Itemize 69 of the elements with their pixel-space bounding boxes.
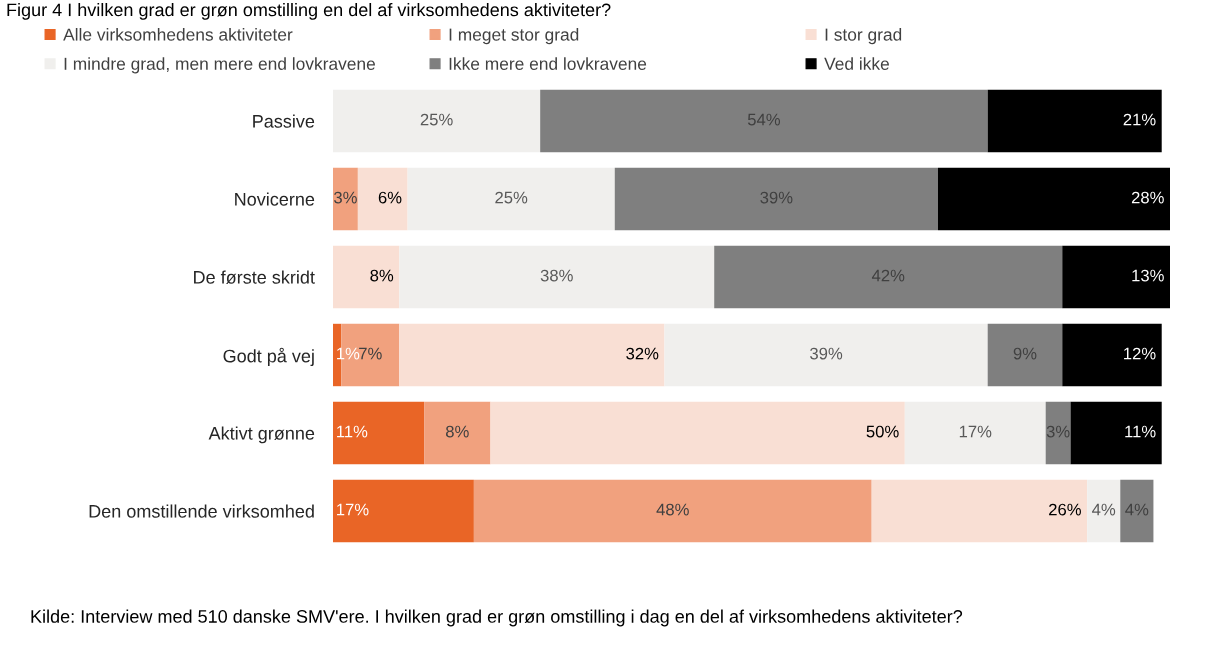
data-label: 7%: [359, 347, 382, 360]
data-label: 25%: [420, 113, 453, 126]
bar: [1120, 479, 1154, 543]
bar: [333, 89, 541, 153]
bar: [399, 245, 715, 309]
bar: [333, 167, 358, 231]
data-label: 6%: [378, 191, 402, 204]
bar: [407, 167, 615, 231]
bar: [540, 89, 988, 153]
bar: [904, 401, 1046, 465]
data-label: 13%: [1132, 269, 1164, 282]
data-label: 11%: [1125, 425, 1156, 438]
bar: [1062, 245, 1170, 309]
bar: [614, 167, 938, 231]
bar: [1087, 479, 1121, 543]
data-label: 32%: [626, 347, 659, 360]
data-label: 25%: [495, 191, 528, 204]
y-tick-label: Novicerne: [235, 192, 315, 206]
data-label: 54%: [747, 113, 781, 126]
data-label: 12%: [1124, 347, 1156, 360]
bar: [1045, 401, 1071, 465]
legend-label: Alle virksomhedens aktiviteter: [63, 28, 293, 41]
y-tick-label: Passive: [253, 114, 315, 128]
bar: [333, 401, 425, 465]
data-label: 28%: [1131, 191, 1164, 204]
bar: [987, 89, 1162, 153]
bar: [357, 167, 408, 231]
bar: [987, 323, 1063, 387]
data-label: 38%: [540, 269, 573, 282]
y-tick-label: Godt på vej: [223, 347, 314, 367]
data-label: 50%: [866, 425, 899, 438]
legend-label: I stor grad: [825, 28, 902, 45]
data-label: 4%: [1092, 503, 1116, 516]
bar: [714, 245, 1063, 309]
bar: [1070, 401, 1162, 465]
bar: [399, 323, 665, 387]
bar: [664, 323, 988, 387]
legend-label: I meget stor grad: [449, 28, 579, 45]
chart-title: Figur 4 I hvilken grad er grøn omstilling en del af virksomhedens aktiviteter?: [7, 3, 611, 20]
data-label: 4%: [1125, 503, 1149, 516]
bar: [473, 479, 872, 543]
bar: [937, 167, 1170, 231]
data-label: 39%: [760, 191, 793, 204]
data-label: 8%: [370, 269, 394, 282]
data-label: 11%: [337, 425, 368, 438]
data-label: 3%: [1046, 425, 1070, 438]
data-label: 9%: [1013, 347, 1037, 360]
data-label: 8%: [445, 425, 469, 438]
data-label: 3%: [334, 191, 357, 204]
bar: [871, 479, 1088, 543]
data-label: 21%: [1123, 113, 1156, 126]
bar: [1062, 323, 1162, 387]
legend-label: Ikke mere end lovkravene: [449, 57, 647, 70]
bar: [333, 245, 400, 309]
data-label: 39%: [810, 347, 843, 360]
y-tick-label: Den omstillende virksomhed: [89, 504, 314, 518]
y-tick-label: Aktivt grønne: [208, 426, 315, 444]
bar: [333, 479, 474, 543]
data-label: 26%: [1049, 503, 1081, 516]
data-label: 17%: [337, 503, 369, 516]
bar: [424, 401, 491, 465]
text: Kilde: Interview med 510 danske SMV'ere. I hvilken grad er grøn omstilling i dag en del af virksomhedens aktiviteter?: [31, 609, 963, 627]
data-label: 42%: [871, 269, 905, 282]
data-label: 48%: [656, 503, 689, 516]
bar: [490, 401, 905, 465]
legend-label: I mindre grad, men mere end lovkravene: [64, 57, 375, 74]
y-tick-label: De første skridt: [194, 270, 315, 284]
legend-label: Ved ikke: [824, 57, 889, 70]
data-label: 17%: [959, 425, 992, 438]
